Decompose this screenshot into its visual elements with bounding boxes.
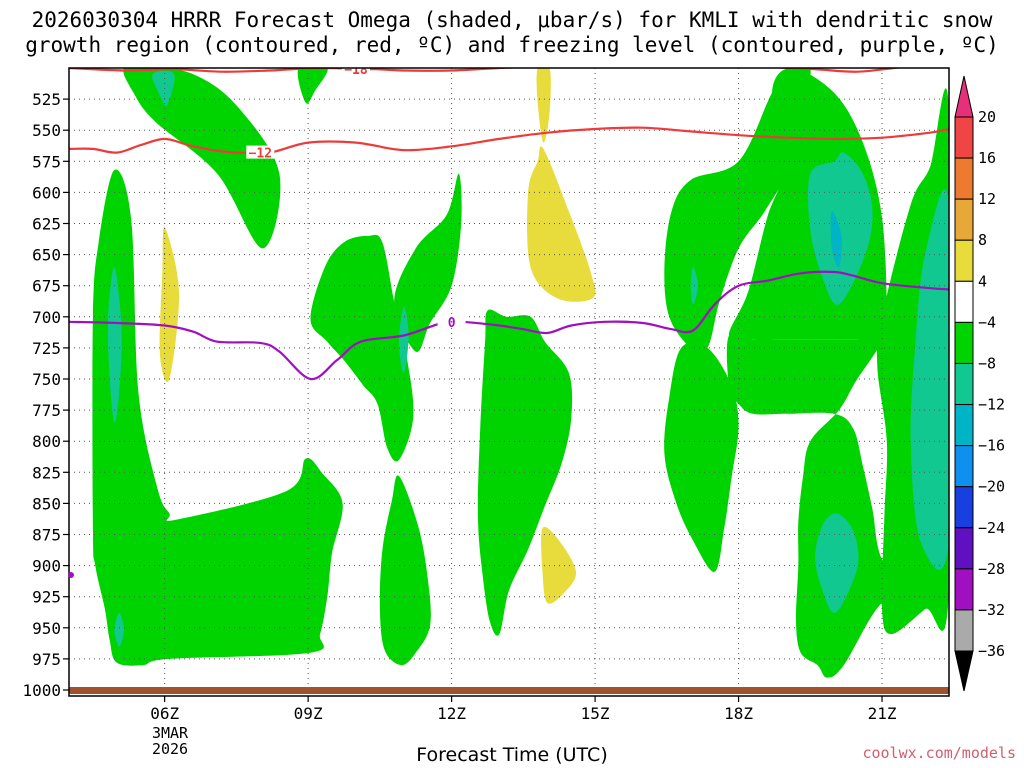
colorbar-box-9: [954, 486, 974, 529]
contour-label-bg-dgz-minus18: [341, 68, 370, 76]
y-tick-label-750: 750: [32, 370, 61, 389]
omega-region-teal-1: [152, 70, 175, 107]
omega-region-green-10: [379, 475, 431, 666]
omega-region-yellow-6: [159, 226, 180, 383]
y-tick-label-700: 700: [32, 308, 61, 327]
colorbar-label-2: 12: [978, 190, 996, 208]
colorbar: 20 16 12 8 4 −4 −8 −12 −16 −20 −24 −28 −32 −36: [954, 75, 1005, 692]
colorbar-label-12: −32: [978, 601, 1005, 619]
omega-region-yellow-12: [536, 68, 551, 143]
colorbar-label-6: −8: [978, 354, 996, 372]
colorbar-box-2: [954, 198, 974, 241]
x-tick-label-18Z: 18Z: [724, 704, 753, 723]
colorbar-box-7: [954, 404, 974, 447]
contour-dgz-minus12: [69, 126, 949, 155]
contour-freezing-level: [69, 270, 949, 381]
contour-label-freezing-level: 0: [448, 316, 456, 331]
colorbar-label-9: −20: [978, 478, 1005, 496]
y-tick-label-875: 875: [32, 526, 61, 545]
freezing-level-marker: [68, 572, 74, 578]
omega-region-green-7: [310, 234, 414, 462]
y-tick-label-725: 725: [32, 339, 61, 358]
chart-title-line2: growth region (contoured, red, ºC) and f…: [25, 33, 999, 57]
omega-region-green-17: [664, 342, 739, 572]
y-tick-label-525: 525: [32, 90, 61, 109]
x-tick-label-21Z: 21Z: [868, 704, 897, 723]
omega-region-green-3: [92, 169, 343, 666]
omega-region-teal-19: [807, 152, 873, 305]
y-tick-label-975: 975: [32, 650, 61, 669]
contour-dgz-minus18: [69, 68, 905, 73]
y-axis-ticks: 525 550 575 600 625 650 675 700 725 750 775 800 825 8…: [22, 90, 69, 700]
y-tick-label-625: 625: [32, 215, 61, 234]
colorbar-label-0: 20: [978, 108, 996, 126]
x-tick-label-12Z: 12Z: [437, 704, 466, 723]
y-tick-label-925: 925: [32, 588, 61, 607]
omega-region-green-2: [297, 68, 328, 104]
colorbar-bottom-arrow: [954, 650, 974, 692]
colorbar-label-3: 8: [978, 231, 987, 249]
colorbar-label-13: −36: [978, 642, 1005, 660]
date-label-month: 3MAR: [151, 724, 189, 742]
omega-region-teal-26: [399, 306, 409, 373]
omega-region-green-0: [123, 68, 281, 249]
colorbar-box-4: [954, 280, 974, 323]
contour-label-dgz-minus18: −18: [344, 63, 368, 78]
x-axis-ticks: 06Z 09Z 12Z 15Z 18Z 21Z: [150, 696, 897, 723]
omega-region-teal-21: [815, 513, 859, 613]
contour-label-bg-freezing-level: [437, 314, 466, 328]
omega-region-teal-4: [107, 266, 122, 423]
x-tick-label-06Z: 06Z: [150, 704, 179, 723]
omega-region-yellow-13: [527, 146, 596, 302]
colorbar-box-8: [954, 445, 974, 488]
y-tick-label-850: 850: [32, 494, 61, 513]
y-tick-label-600: 600: [32, 183, 61, 202]
colorbar-top-arrow: [954, 75, 974, 118]
ground-strip: [69, 687, 949, 694]
colorbar-label-11: −28: [978, 560, 1005, 578]
colorbar-box-6: [954, 362, 974, 406]
colorbar-box-11: [954, 568, 974, 611]
date-label-year: 2026: [151, 740, 189, 758]
x-tick-label-09Z: 09Z: [294, 704, 323, 723]
colorbar-box-5: [954, 321, 974, 364]
grid-lines: [69, 68, 949, 694]
colorbar-label-10: −24: [978, 519, 1005, 537]
y-tick-label-800: 800: [32, 432, 61, 451]
x-axis-label: Forecast Time (UTC): [416, 744, 608, 766]
y-tick-label-1000: 1000: [22, 681, 61, 700]
plot-frame: [68, 67, 950, 697]
colorbar-label-5: −4: [978, 313, 996, 331]
y-tick-label-775: 775: [32, 401, 61, 420]
y-tick-label-550: 550: [32, 121, 61, 140]
contour-label-bg-dgz-minus12: [246, 145, 275, 159]
y-tick-label-825: 825: [32, 463, 61, 482]
chart-title-line1: 2026030304 HRRR Forecast Omega (shaded, …: [31, 8, 993, 32]
y-tick-label-675: 675: [32, 277, 61, 296]
colorbar-box-12: [954, 609, 974, 652]
contour-label-dgz-minus12: −12: [249, 147, 272, 162]
colorbar-box-10: [954, 527, 974, 570]
omega-region-yellow-14: [541, 526, 577, 604]
x-tick-label-15Z: 15Z: [581, 704, 610, 723]
credit-text: coolwx.com/models: [862, 744, 1016, 762]
y-tick-label-950: 950: [32, 619, 61, 638]
omega-region-green-16: [726, 332, 916, 678]
colorbar-box-1: [954, 157, 974, 200]
omega-region-cyan-20: [830, 210, 842, 268]
omega-region-teal-5: [114, 612, 124, 647]
omega-shading-layer: [92, 68, 949, 678]
colorbar-label-1: 16: [978, 149, 996, 167]
omega-region-green-9: [394, 173, 462, 353]
colorbar-label-4: 4: [978, 272, 987, 290]
colorbar-label-8: −16: [978, 437, 1005, 455]
y-tick-label-650: 650: [32, 246, 61, 265]
colorbar-box-3: [954, 239, 974, 282]
y-tick-label-900: 900: [32, 557, 61, 576]
y-tick-label-575: 575: [32, 152, 61, 171]
colorbar-box-0: [954, 116, 974, 159]
contour-layer: −18 −12 0: [69, 63, 949, 381]
colorbar-label-7: −12: [978, 396, 1005, 414]
